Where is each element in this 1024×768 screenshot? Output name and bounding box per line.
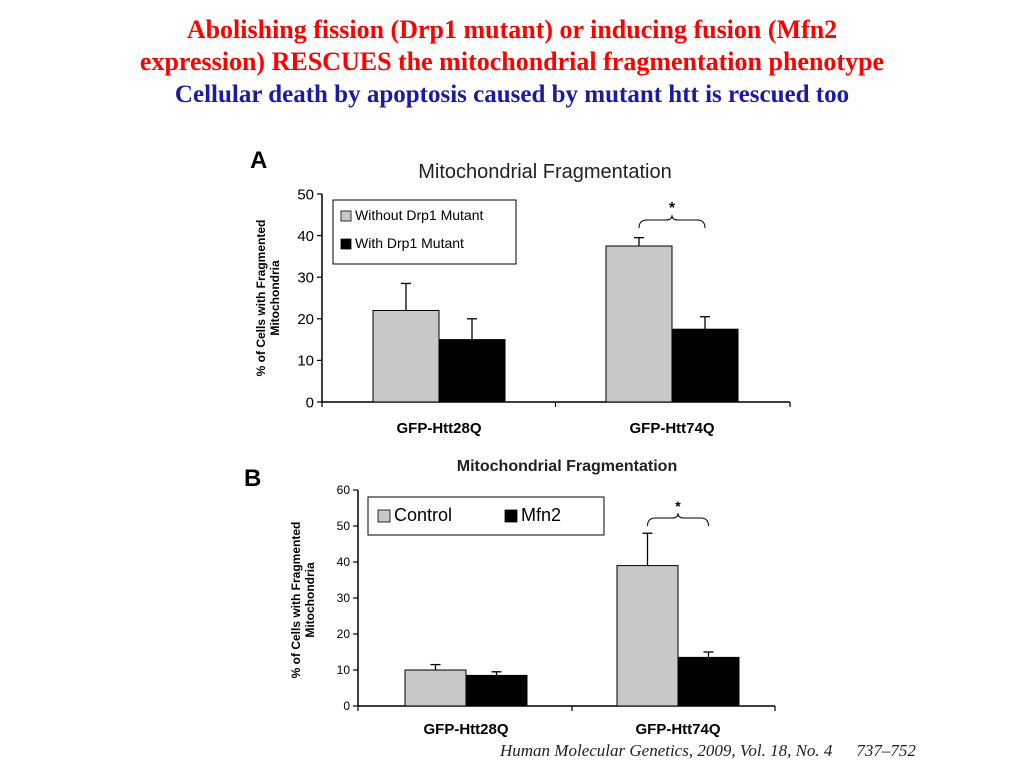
panel-a-y-axis-label-line-1: % of Cells with Fragmented	[254, 220, 268, 377]
citation: Human Molecular Genetics, 2009, Vol. 18,…	[500, 741, 916, 761]
panel-a-chart: A Mitochondrial Fragmentation % of Cells w…	[250, 147, 791, 437]
panel-b-y-tick-label: 30	[337, 591, 351, 605]
panel-b-y-tick-label: 40	[337, 555, 351, 569]
panel-a-legend-label: Without Drp1 Mutant	[355, 207, 483, 223]
panel-b-legend-swatch	[377, 509, 391, 523]
panel-b-y-tick-label: 50	[337, 519, 351, 533]
panel-b-significance-star: *	[675, 498, 681, 514]
panel-a-significance-star: *	[669, 200, 676, 217]
panel-a-category-label: GFP-Htt74Q	[629, 420, 714, 437]
panel-a-legend-label: With Drp1 Mutant	[355, 235, 464, 251]
panel-a-bar	[605, 245, 673, 403]
panel-b-legend-label: Mfn2	[521, 505, 561, 525]
slide-title-line-2: expression) RESCUES the mitochondrial fr…	[139, 47, 885, 76]
panel-b-bar	[404, 669, 467, 707]
panel-b-y-axis-label-line-2: Mitochondria	[303, 562, 317, 638]
panel-b-y-tick-label: 60	[337, 483, 351, 497]
panel-b-legend-label: Control	[394, 505, 452, 525]
slide-subtitle: Cellular death by apoptosis caused by mu…	[174, 81, 850, 108]
panel-b-y-tick-label: 0	[343, 699, 350, 713]
panel-a-y-tick-label: 40	[297, 228, 314, 245]
panel-b-y-tick-label: 20	[337, 627, 351, 641]
panel-a-significance-brace	[638, 215, 706, 229]
panel-b-significance-brace	[647, 513, 709, 527]
panel-b-title: Mitochondrial Fragmentation	[457, 458, 677, 475]
panel-a-category-label: GFP-Htt28Q	[396, 420, 481, 437]
panel-b-label: B	[244, 465, 261, 492]
panel-a-legend-swatch	[340, 238, 352, 250]
panel-b-y-axis-label-line-1: % of Cells with Fragmented	[289, 522, 303, 679]
panel-b-category-label: GFP-Htt74Q	[635, 721, 720, 738]
panel-b-bar	[465, 674, 528, 707]
panel-b-chart: B Mitochondrial Fragmentation % of Cells w…	[244, 458, 776, 738]
panel-b-y-tick-label: 10	[337, 663, 351, 677]
panel-a-label: A	[250, 147, 267, 174]
panel-a-legend	[332, 199, 517, 265]
panel-a-y-tick-label: 50	[297, 186, 314, 203]
panel-a-y-tick-label: 20	[297, 311, 314, 328]
panel-b-category-label: GFP-Htt28Q	[423, 721, 508, 738]
panel-b-y-axis-label: % of Cells with FragmentedMitochondria	[289, 522, 317, 679]
panel-a-y-tick-label: 0	[306, 394, 314, 411]
panel-b-bar	[677, 656, 740, 707]
panel-a-legend-swatch	[340, 210, 352, 222]
citation-journal: Human Molecular Genetics, 2009, Vol. 18,…	[500, 741, 833, 760]
panel-b-legend	[367, 496, 605, 536]
panel-a-bar	[671, 328, 739, 403]
panel-a-bar	[372, 309, 440, 403]
panel-a-y-tick-label: 30	[297, 269, 314, 286]
panel-b-legend-swatch	[504, 509, 518, 523]
slide-title-line-1: Abolishing fission (Drp1 mutant) or indu…	[186, 15, 838, 44]
panel-a-y-axis-label-line-2: Mitochondria	[268, 260, 282, 336]
panel-a-bar	[438, 339, 506, 403]
panel-a-y-axis-label: % of Cells with FragmentedMitochondria	[254, 220, 282, 377]
citation-pages: 737–752	[856, 741, 916, 760]
panel-b-bar	[616, 565, 679, 707]
panel-a-y-tick-label: 10	[297, 353, 314, 370]
panel-a-title: Mitochondrial Fragmentation	[418, 161, 671, 183]
